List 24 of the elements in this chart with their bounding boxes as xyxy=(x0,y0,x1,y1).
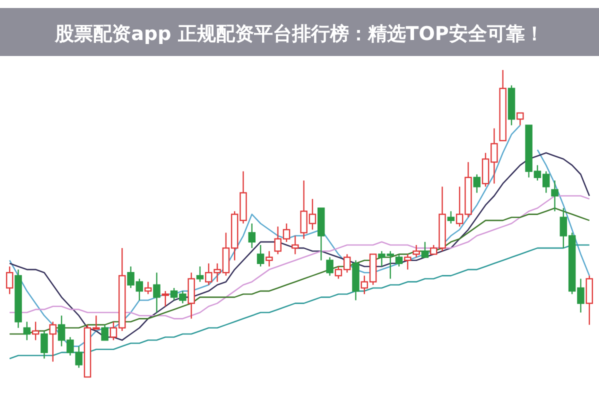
candlestick xyxy=(101,324,108,341)
candlestick xyxy=(40,330,48,360)
candlestick xyxy=(153,272,160,314)
chart-title: 股票配资app 正规配资平台排行榜：精选TOP安全可靠！ xyxy=(54,23,544,45)
candlestick xyxy=(412,244,420,258)
candlestick xyxy=(162,290,170,307)
candlestick xyxy=(32,321,40,341)
candlestick xyxy=(266,250,273,268)
candlestick xyxy=(256,244,264,268)
candlestick xyxy=(248,222,256,249)
candlestick xyxy=(473,174,481,194)
candlestick xyxy=(6,266,14,295)
candlestick xyxy=(404,254,412,270)
candlestick xyxy=(196,266,204,282)
candlestick xyxy=(421,241,429,258)
candlestick xyxy=(447,210,455,224)
candlestick xyxy=(144,281,152,295)
candlestick xyxy=(23,321,31,341)
candlestick xyxy=(326,256,334,276)
candlestick xyxy=(551,180,558,212)
candlestick xyxy=(49,321,57,362)
candlestick xyxy=(395,254,403,268)
candlestick xyxy=(516,112,524,126)
candlestick xyxy=(292,235,299,255)
